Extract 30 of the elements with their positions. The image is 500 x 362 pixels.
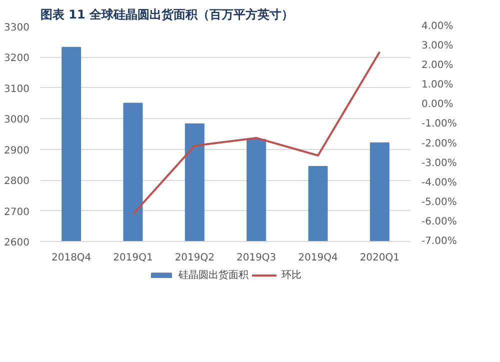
chart-title: 图表 11 全球硅晶圆出货面积（百万平方英寸）: [40, 8, 294, 22]
x-tick-label: 2019Q4: [298, 252, 338, 264]
legend-label: 硅晶圆出货面积: [178, 268, 248, 282]
y-tick-label: 3300: [4, 22, 30, 34]
y-tick-label: 2900: [4, 145, 30, 156]
x-tick-label: 2019Q1: [113, 252, 153, 264]
y-tick-label: 2800: [4, 176, 30, 188]
y2-tick-label: -5.00%: [422, 196, 457, 208]
y-tick-label: 2600: [4, 238, 30, 248]
legend-label: 环比: [282, 268, 302, 282]
y2-tick-label: 0.00%: [422, 99, 454, 110]
y2-tick-label: -2.00%: [422, 138, 457, 150]
y2-tick-label: 3.00%: [422, 40, 454, 52]
y2-tick-label: -4.00%: [422, 177, 457, 188]
x-tick-label: 2018Q4: [51, 252, 92, 264]
y2-tick-label: 4.00%: [422, 21, 454, 32]
y-tick-label: 2700: [4, 206, 30, 218]
y-tick-label: 3200: [4, 53, 30, 64]
y2-tick-label: -1.00%: [422, 118, 457, 130]
y2-tick-label: -3.00%: [422, 158, 457, 169]
y-tick-label: 3000: [4, 114, 30, 126]
y2-tick-label: 2.00%: [422, 60, 454, 72]
y-tick-label: 3100: [4, 84, 30, 95]
line-series: [132, 50, 381, 216]
x-tick-label: 2020Q1: [360, 252, 400, 264]
x-tick-label: 2019Q2: [174, 252, 215, 264]
y2-tick-label: 1.00%: [422, 80, 454, 91]
x-tick-label: 2019Q3: [236, 252, 276, 264]
y2-tick-label: -6.00%: [422, 216, 457, 228]
y2-tick-label: -7.00%: [422, 236, 457, 247]
